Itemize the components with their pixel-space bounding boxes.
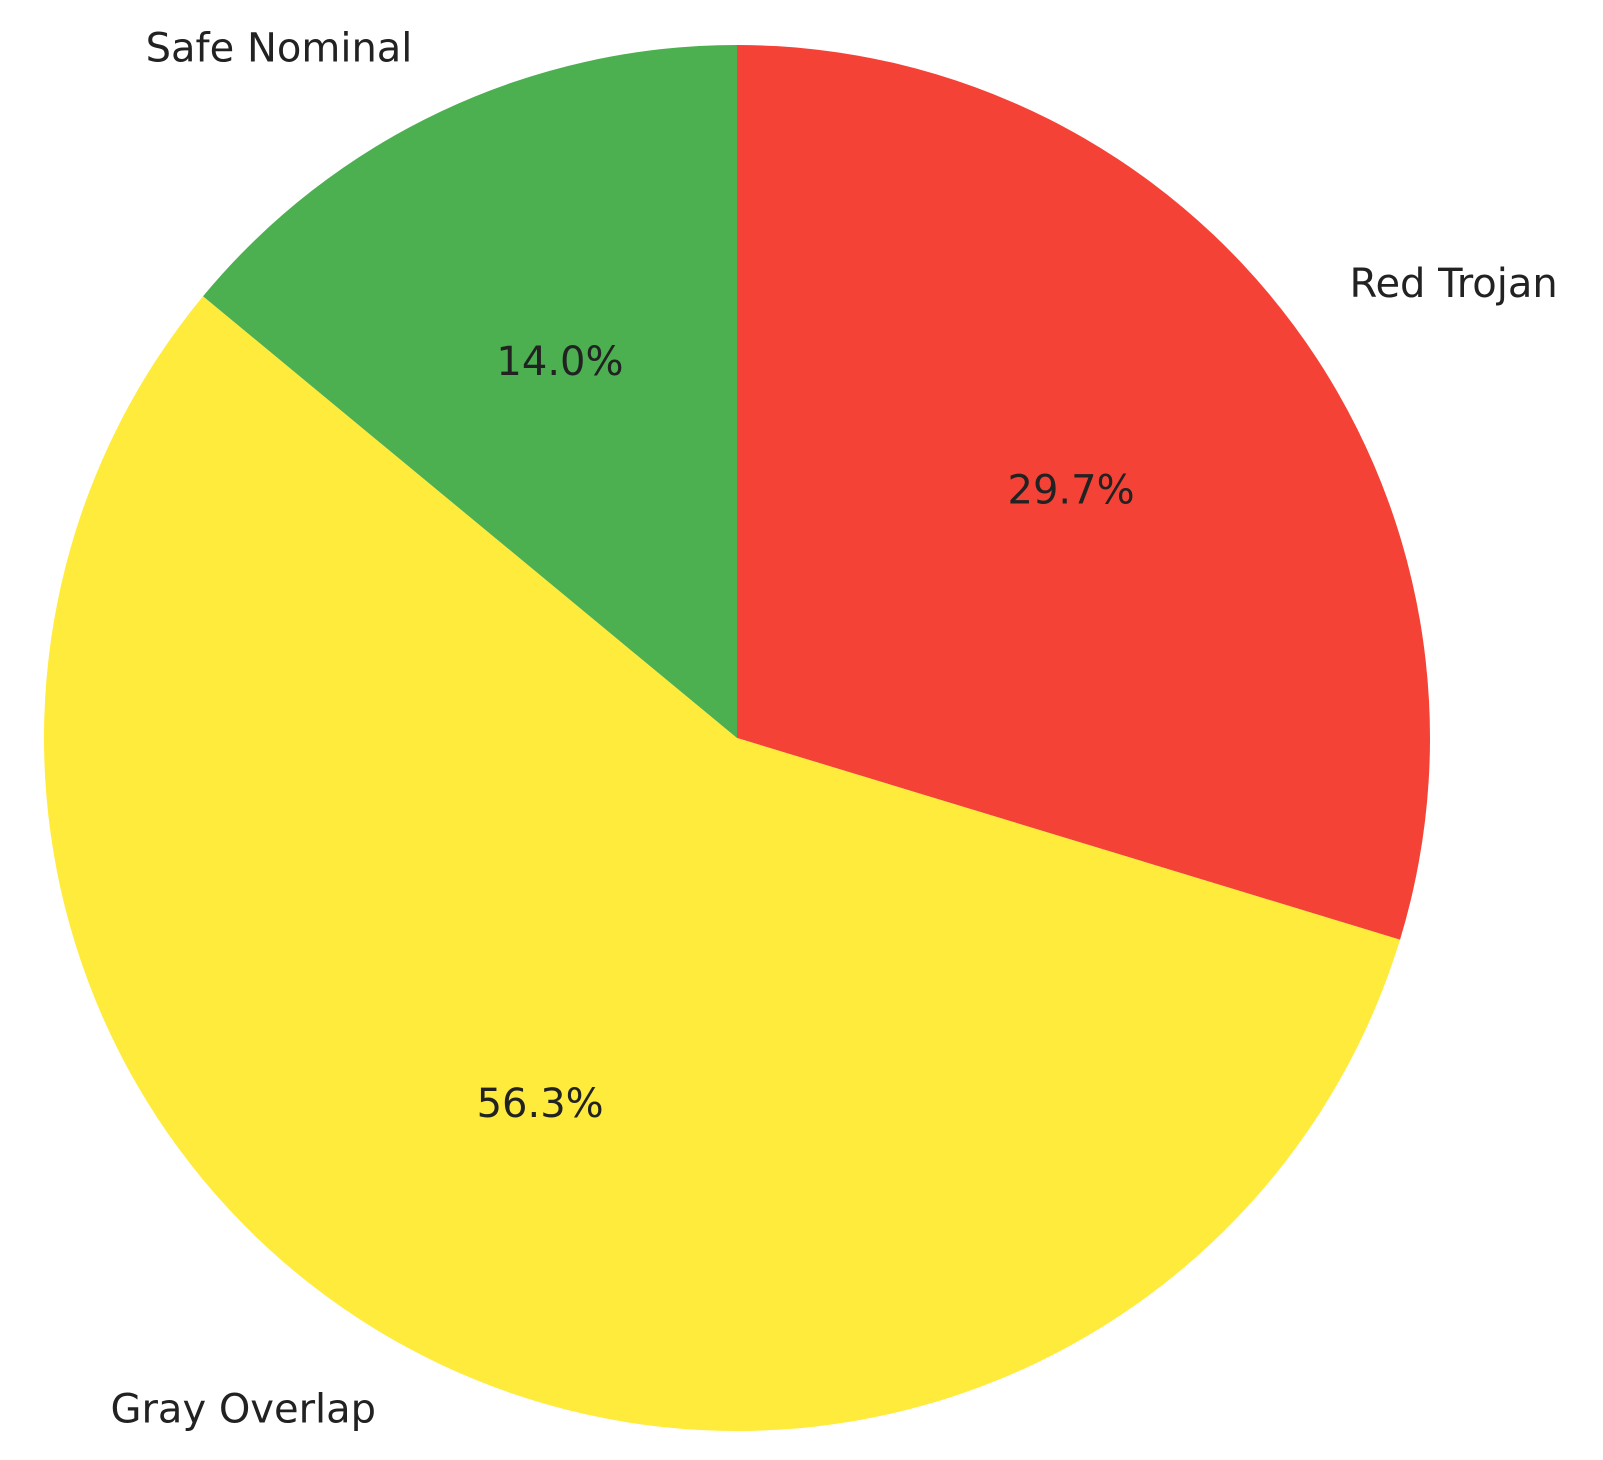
pie-slice-safe-nominal — [203, 45, 738, 738]
pie-slice-gray-overlap — [43, 296, 1401, 1432]
labels-layer: 29.7% Red Trojan 56.3% Gray Overlap 14.0% Saf… — [110, 25, 1557, 1432]
pct-label-safe-nominal: 14.0% — [496, 339, 623, 385]
slices-layer — [43, 45, 1430, 1432]
pct-label-gray-overlap: 56.3% — [477, 1081, 604, 1127]
slice-label-safe-nominal: Safe Nominal — [146, 25, 413, 71]
pct-label-red-trojan: 29.7% — [1008, 467, 1135, 513]
slice-label-gray-overlap: Gray Overlap — [110, 1386, 376, 1432]
pie-slice-red-trojan — [737, 45, 1430, 940]
slice-label-red-trojan: Red Trojan — [1349, 261, 1557, 307]
